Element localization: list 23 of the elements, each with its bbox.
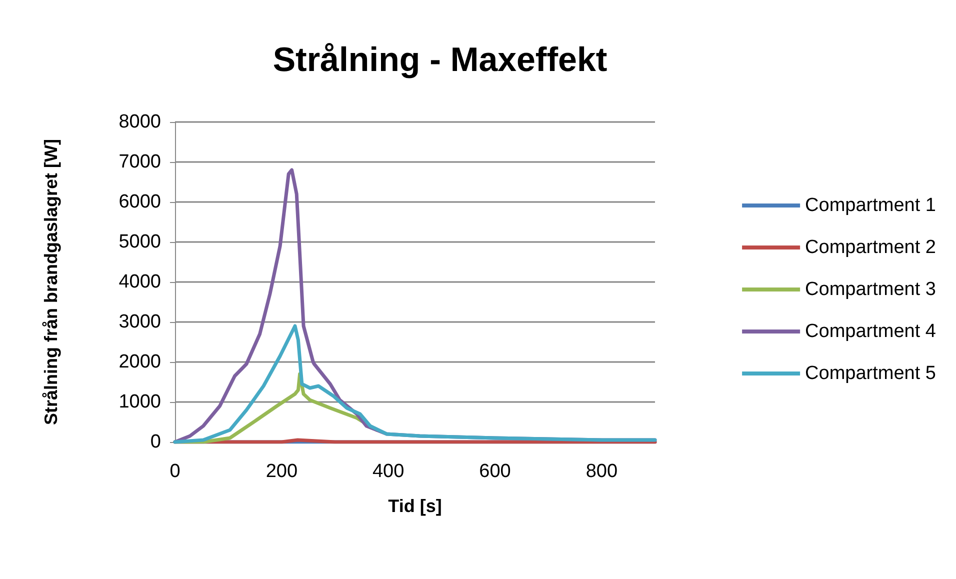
chart-title: Strålning - Maxeffekt xyxy=(272,41,608,79)
y-tick-label: 3000 xyxy=(118,312,161,332)
legend-label: Compartment 5 xyxy=(805,363,936,384)
legend-label: Compartment 3 xyxy=(805,279,936,300)
x-tick-label: 400 xyxy=(372,461,404,482)
y-tick-label: 6000 xyxy=(118,192,161,212)
y-tick-label: 0 xyxy=(150,432,161,452)
y-axis-title: Strålning från brandgaslagret [W] xyxy=(41,138,61,426)
x-tick-label: 200 xyxy=(266,461,298,482)
x-tick-label: 800 xyxy=(586,461,618,482)
y-tick-label: 5000 xyxy=(118,232,161,252)
y-tick-label: 8000 xyxy=(118,112,161,132)
x-tick-label: 600 xyxy=(479,461,511,482)
legend-label: Compartment 4 xyxy=(805,321,936,342)
line-series xyxy=(173,324,657,444)
y-tick-label: 2000 xyxy=(118,352,161,372)
x-axis-title: Tid [s] xyxy=(388,496,442,516)
x-tick-label: 0 xyxy=(170,461,180,482)
y-tick-label: 7000 xyxy=(118,152,161,172)
legend-label: Compartment 2 xyxy=(805,237,936,258)
y-tick-label: 1000 xyxy=(118,392,161,412)
legend-label: Compartment 1 xyxy=(805,195,936,216)
y-tick-label: 4000 xyxy=(118,272,161,292)
